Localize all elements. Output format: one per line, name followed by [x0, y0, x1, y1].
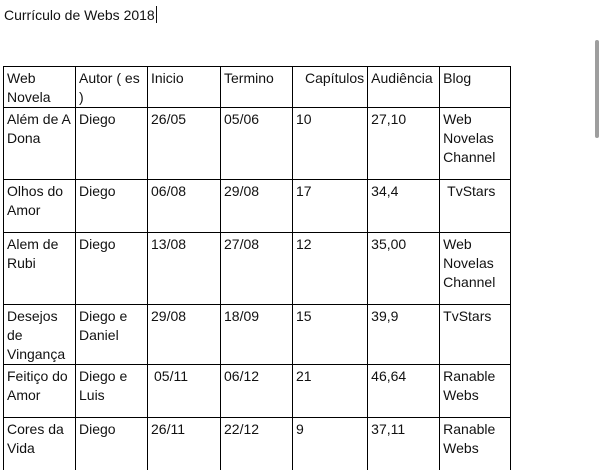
cell-capitulos[interactable]: 9: [291, 417, 369, 470]
cell-inicio[interactable]: 06/08: [147, 179, 221, 233]
document-title-line[interactable]: Currículo de Webs 2018: [4, 6, 157, 24]
header-cell-audiencia[interactable]: Audiência: [367, 66, 441, 108]
table-row: Alem de Rubi Diego 13/08 27/08 12 35,00 …: [3, 232, 512, 305]
web-novel-table: Web Novela Autor ( es ) Inicio Termino C…: [3, 66, 512, 470]
table-header-row: Web Novela Autor ( es ) Inicio Termino C…: [3, 66, 512, 108]
cell-termino[interactable]: 05/06: [220, 107, 293, 180]
cell-capitulos[interactable]: 15: [291, 304, 369, 365]
cell-autor[interactable]: Diego e Luis: [75, 364, 148, 418]
header-cell-web-novela[interactable]: Web Novela: [3, 66, 76, 108]
cell-blog[interactable]: Ranable Webs: [439, 364, 512, 418]
cell-audiencia[interactable]: 46,64: [367, 364, 441, 418]
table-row: Cores da Vida Diego 26/11 22/12 9 37,11 …: [3, 417, 512, 470]
cell-termino[interactable]: 29/08: [220, 179, 293, 233]
cell-blog[interactable]: Web Novelas Channel: [439, 232, 512, 305]
cell-web-novela[interactable]: Alem de Rubi: [3, 232, 76, 305]
cell-web-novela[interactable]: Desejos de Vingança: [3, 304, 76, 365]
cell-audiencia[interactable]: 37,11: [367, 417, 441, 470]
cell-audiencia[interactable]: 27,10: [367, 107, 441, 180]
scrollbar-thumb[interactable]: [595, 40, 599, 138]
cell-inicio[interactable]: 26/11: [147, 417, 221, 470]
cell-capitulos[interactable]: 12: [291, 232, 369, 305]
cell-autor[interactable]: Diego e Daniel: [75, 304, 148, 365]
cell-audiencia[interactable]: 39,9: [367, 304, 441, 365]
cell-web-novela[interactable]: Além de A Dona: [3, 107, 76, 180]
table-row: Além de A Dona Diego 26/05 05/06 10 27,1…: [3, 107, 512, 180]
cell-inicio[interactable]: 26/05: [147, 107, 221, 180]
cell-inicio[interactable]: 29/08: [147, 304, 221, 365]
cell-inicio[interactable]: 05/11: [147, 364, 221, 418]
cell-audiencia[interactable]: 34,4: [367, 179, 441, 233]
cell-termino[interactable]: 18/09: [220, 304, 293, 365]
cell-autor[interactable]: Diego: [75, 232, 148, 305]
cell-capitulos[interactable]: 17: [291, 179, 369, 233]
cell-blog[interactable]: Web Novelas Channel: [439, 107, 512, 180]
cell-autor[interactable]: Diego: [75, 179, 148, 233]
cell-termino[interactable]: 22/12: [220, 417, 293, 470]
cell-capitulos[interactable]: 21: [291, 364, 369, 418]
document-title[interactable]: Currículo de Webs 2018: [4, 7, 155, 23]
cell-web-novela[interactable]: Feitiço do Amor: [3, 364, 76, 418]
cell-blog[interactable]: TvStars: [439, 304, 512, 365]
cell-inicio[interactable]: 13/08: [147, 232, 221, 305]
cell-audiencia[interactable]: 35,00: [367, 232, 441, 305]
text-cursor: [155, 6, 157, 23]
header-cell-blog[interactable]: Blog: [439, 66, 512, 108]
cell-web-novela[interactable]: Olhos do Amor: [3, 179, 76, 233]
header-cell-termino[interactable]: Termino: [220, 66, 293, 108]
cell-termino[interactable]: 06/12: [220, 364, 293, 418]
table-row: Olhos do Amor Diego 06/08 29/08 17 34,4 …: [3, 179, 512, 233]
cell-termino[interactable]: 27/08: [220, 232, 293, 305]
cell-blog[interactable]: TvStars: [439, 179, 512, 233]
table-row: Desejos de Vingança Diego e Daniel 29/08…: [3, 304, 512, 365]
table-row: Feitiço do Amor Diego e Luis 05/11 06/12…: [3, 364, 512, 418]
header-cell-autor[interactable]: Autor ( es ): [75, 66, 148, 108]
header-cell-inicio[interactable]: Inicio: [147, 66, 221, 108]
cell-autor[interactable]: Diego: [75, 107, 148, 180]
header-cell-capitulos[interactable]: Capítulos: [291, 66, 369, 108]
cell-capitulos[interactable]: 10: [291, 107, 369, 180]
cell-blog[interactable]: Ranable Webs: [439, 417, 512, 470]
cell-web-novela[interactable]: Cores da Vida: [3, 417, 76, 470]
cell-autor[interactable]: Diego: [75, 417, 148, 470]
